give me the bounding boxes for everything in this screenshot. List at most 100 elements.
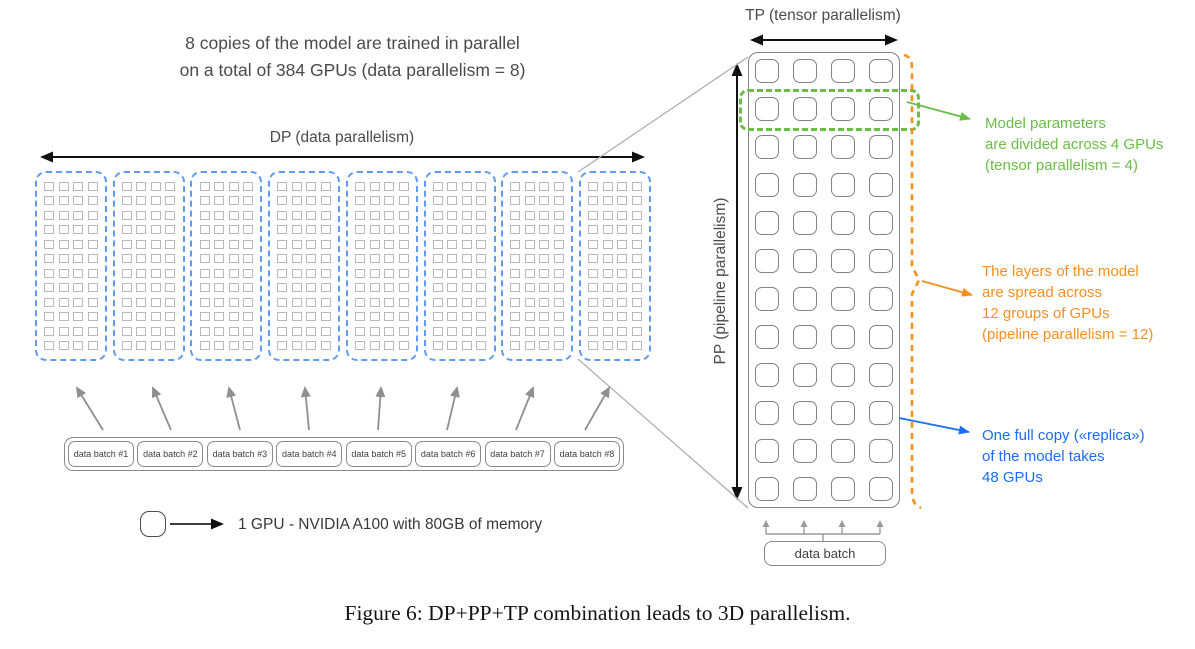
gpu-cell: [617, 225, 628, 235]
gpu-cell-large: [869, 249, 893, 273]
gpu-cell: [631, 239, 642, 249]
gpu-cell: [553, 341, 564, 351]
gpu-cell: [58, 181, 69, 191]
gpu-cell: [617, 196, 628, 206]
gpu-cell: [165, 283, 176, 293]
gpu-cell: [136, 239, 147, 249]
gpu-cell: [150, 341, 161, 351]
gpu-cell: [87, 312, 98, 322]
gpu-cell: [320, 312, 331, 322]
gpu-cell: [369, 326, 380, 336]
gpu-cell: [588, 210, 599, 220]
gpu-cell-large: [755, 401, 779, 425]
gpu-cell: [461, 297, 472, 307]
gpu-cell: [73, 312, 84, 322]
gpu-cell: [553, 239, 564, 249]
left-title-line1: 8 copies of the model are trained in par…: [185, 33, 520, 53]
gpu-cell: [355, 239, 366, 249]
gpu-cell: [306, 254, 317, 264]
gpu-cell: [44, 181, 55, 191]
gpu-cell: [461, 239, 472, 249]
gpu-cell: [199, 181, 210, 191]
gpu-cell: [476, 196, 487, 206]
gpu-cell: [588, 196, 599, 206]
gpu-cell: [277, 196, 288, 206]
gpu-cell: [369, 312, 380, 322]
gpu-cell: [320, 239, 331, 249]
gpu-cell: [165, 254, 176, 264]
pp-axis-label: PP (pipeline parallelism): [712, 197, 729, 365]
gpu-cell: [277, 268, 288, 278]
gpu-cell: [214, 225, 225, 235]
data-batch-7: data batch #7: [484, 441, 551, 467]
dp-axis-label: DP (data parallelism): [269, 129, 415, 146]
gpu-cell: [87, 210, 98, 220]
gpu-cell: [73, 341, 84, 351]
gpu-cell-large: [793, 401, 817, 425]
gpu-cell: [199, 225, 210, 235]
gpu-cell: [384, 181, 395, 191]
gpu-cell: [291, 254, 302, 264]
gpu-cell: [602, 181, 613, 191]
gpu-cell: [121, 283, 132, 293]
gpu-cell: [631, 254, 642, 264]
legend-label: 1 GPU - NVIDIA A100 with 80GB of memory: [238, 516, 543, 533]
gpu-cell: [121, 297, 132, 307]
gpu-cell: [291, 312, 302, 322]
gpu-cell: [243, 283, 254, 293]
gpu-cell: [320, 268, 331, 278]
gpu-cell: [306, 268, 317, 278]
gpu-cell: [306, 283, 317, 293]
gpu-cell: [398, 341, 409, 351]
gpu-cell: [539, 297, 550, 307]
gpu-cell: [150, 254, 161, 264]
gpu-cell: [58, 312, 69, 322]
gpu-cell-large: [831, 401, 855, 425]
gpu-cell: [214, 283, 225, 293]
gpu-cell: [461, 210, 472, 220]
gpu-cell: [44, 297, 55, 307]
gpu-cell-large: [755, 211, 779, 235]
gpu-cell-large: [869, 97, 893, 121]
gpu-cell-large: [793, 439, 817, 463]
gpu-cell: [524, 254, 535, 264]
gpu-cell: [44, 225, 55, 235]
gpu-cell: [87, 297, 98, 307]
gpu-cell: [355, 283, 366, 293]
gpu-cell: [165, 312, 176, 322]
gpu-cell: [214, 326, 225, 336]
gpu-cell: [44, 210, 55, 220]
gpu-cell: [136, 268, 147, 278]
gpu-cell: [510, 297, 521, 307]
gpu-cell: [291, 268, 302, 278]
gpu-cell: [150, 196, 161, 206]
gpu-cell: [539, 283, 550, 293]
gpu-cell: [355, 326, 366, 336]
gpu-cell: [228, 326, 239, 336]
gpu-cell: [588, 283, 599, 293]
gpu-cell-large: [869, 401, 893, 425]
gpu-cell: [355, 181, 366, 191]
gpu-cell: [617, 341, 628, 351]
tensor-parallel-group-highlight: [739, 89, 920, 131]
gpu-cell: [539, 181, 550, 191]
gpu-cell: [524, 268, 535, 278]
gpu-cell: [553, 326, 564, 336]
gpu-cell-large: [831, 325, 855, 349]
gpu-cell: [136, 181, 147, 191]
gpu-cell-large: [755, 59, 779, 83]
gpu-cell-large: [793, 97, 817, 121]
gpu-cell-large: [869, 439, 893, 463]
gpu-cell: [369, 283, 380, 293]
gpu-cell: [384, 297, 395, 307]
gpu-cell: [87, 283, 98, 293]
gpu-cell: [243, 312, 254, 322]
gpu-cell: [524, 312, 535, 322]
gpu-cell: [476, 268, 487, 278]
gpu-cell: [355, 297, 366, 307]
gpu-cell: [432, 268, 443, 278]
gpu-cell: [58, 283, 69, 293]
annotation-tp-line3: (tensor parallelism = 4): [985, 157, 1138, 174]
gpu-cell-large: [755, 173, 779, 197]
gpu-cell: [384, 210, 395, 220]
